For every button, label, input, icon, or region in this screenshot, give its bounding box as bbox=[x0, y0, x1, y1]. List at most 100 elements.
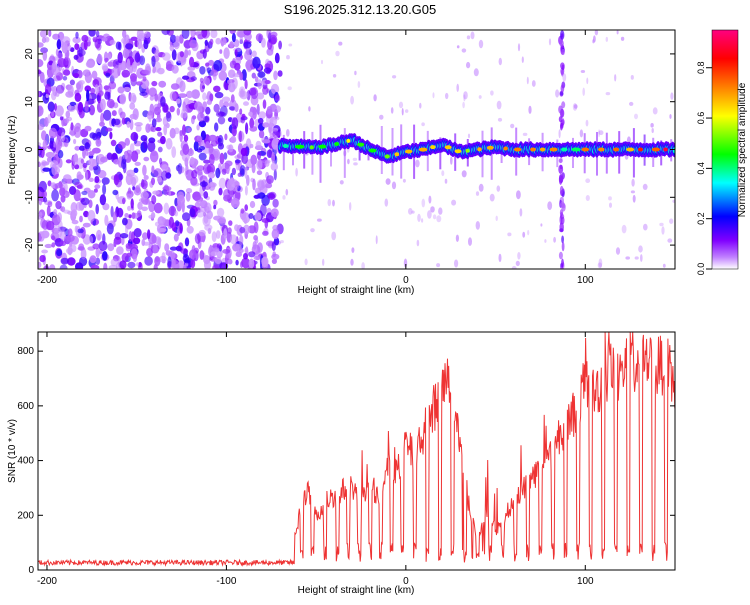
noise-cell bbox=[110, 205, 114, 218]
noise-cell bbox=[153, 202, 163, 214]
noise-cell bbox=[182, 75, 190, 80]
noise-cell bbox=[157, 131, 163, 137]
noise-cell bbox=[219, 152, 225, 165]
noise-cell bbox=[231, 117, 239, 130]
faint-cell bbox=[436, 215, 442, 223]
track-peak bbox=[663, 147, 668, 152]
stripe-cell bbox=[561, 235, 564, 244]
faint-cell bbox=[650, 123, 654, 128]
noise-cell bbox=[219, 49, 223, 54]
noise-cell bbox=[121, 117, 126, 125]
noise-cell bbox=[169, 44, 175, 52]
noise-cell bbox=[246, 90, 251, 101]
noise-cell bbox=[209, 38, 214, 46]
faint-cell bbox=[598, 130, 604, 136]
noise-cell bbox=[147, 140, 156, 153]
noise-cell bbox=[257, 117, 264, 125]
noise-cell bbox=[88, 177, 94, 182]
stripe-cell bbox=[558, 251, 563, 260]
noise-cell bbox=[241, 257, 251, 269]
x-tick-label: -200 bbox=[37, 576, 57, 587]
noise-cell bbox=[85, 70, 90, 78]
noise-cell bbox=[75, 262, 84, 269]
noise-cell bbox=[47, 101, 55, 112]
y-tick-label: 800 bbox=[17, 346, 34, 357]
noise-cell bbox=[256, 103, 260, 115]
noise-cell bbox=[196, 135, 203, 141]
noise-cell bbox=[103, 85, 110, 91]
noise-cell bbox=[211, 231, 217, 243]
noise-cell bbox=[154, 221, 160, 227]
faint-cell bbox=[562, 73, 567, 82]
noise-cell bbox=[163, 184, 170, 196]
noise-cell bbox=[239, 72, 244, 81]
noise-cell bbox=[89, 255, 97, 264]
noise-cell bbox=[181, 107, 188, 119]
noise-cell bbox=[205, 77, 211, 86]
stripe-cell bbox=[560, 33, 564, 38]
noise-cell bbox=[245, 47, 251, 56]
faint-cell bbox=[498, 57, 502, 66]
y-tick-label: 10 bbox=[24, 96, 35, 108]
faint-cell bbox=[473, 68, 479, 77]
faint-cell bbox=[463, 94, 466, 102]
noise-cell bbox=[130, 198, 134, 209]
noise-cell bbox=[229, 30, 236, 35]
noise-cell bbox=[85, 149, 89, 157]
noise-cell bbox=[77, 228, 84, 234]
faint-cell bbox=[279, 130, 282, 137]
noise-cell bbox=[183, 134, 189, 142]
spectrogram-y-label: Frequency (Hz) bbox=[7, 116, 18, 185]
noise-cell bbox=[95, 204, 99, 215]
track-peak bbox=[561, 147, 568, 152]
noise-cell bbox=[228, 220, 233, 226]
noise-cell bbox=[190, 176, 198, 186]
noise-cell bbox=[181, 30, 190, 39]
noise-cell bbox=[254, 212, 262, 221]
noise-cell bbox=[271, 138, 280, 150]
noise-cell bbox=[165, 250, 173, 256]
noise-cell bbox=[122, 48, 130, 59]
noise-cell bbox=[227, 79, 231, 84]
noise-cell bbox=[185, 191, 191, 202]
noise-cell bbox=[155, 127, 162, 132]
noise-cell bbox=[161, 30, 170, 36]
noise-cell bbox=[258, 111, 266, 119]
faint-cell bbox=[384, 198, 389, 207]
faint-cell bbox=[327, 199, 332, 207]
faint-cell bbox=[454, 259, 459, 268]
noise-cell bbox=[69, 101, 77, 106]
noise-cell bbox=[38, 90, 41, 98]
noise-cell bbox=[66, 234, 75, 242]
noise-cell bbox=[173, 233, 179, 242]
noise-cell bbox=[42, 50, 48, 61]
noise-cell bbox=[99, 121, 105, 127]
faint-cell bbox=[317, 218, 322, 222]
noise-cell bbox=[215, 167, 221, 179]
noise-cell bbox=[51, 61, 58, 70]
track-peak bbox=[282, 144, 289, 148]
noise-cell bbox=[254, 76, 259, 83]
noise-cell bbox=[208, 134, 217, 142]
noise-cell bbox=[274, 52, 280, 64]
track-peak bbox=[394, 152, 400, 157]
noise-cell bbox=[114, 232, 122, 241]
faint-cell bbox=[467, 133, 471, 139]
noise-cell bbox=[129, 65, 134, 74]
noise-cell bbox=[63, 209, 71, 214]
noise-cell bbox=[218, 187, 223, 196]
noise-cell bbox=[117, 51, 123, 64]
noise-cell bbox=[151, 195, 157, 205]
noise-cell bbox=[169, 105, 175, 113]
track-peak bbox=[513, 147, 522, 152]
faint-cell bbox=[669, 114, 672, 119]
noise-cell bbox=[245, 122, 249, 135]
faint-cell bbox=[496, 185, 501, 192]
faint-cell bbox=[398, 101, 404, 109]
noise-cell bbox=[105, 127, 113, 132]
stripe-cell bbox=[560, 84, 565, 93]
y-tick-label: -20 bbox=[24, 237, 35, 252]
faint-cell bbox=[475, 191, 480, 196]
faint-cell bbox=[630, 190, 636, 194]
faint-cell bbox=[634, 256, 639, 260]
